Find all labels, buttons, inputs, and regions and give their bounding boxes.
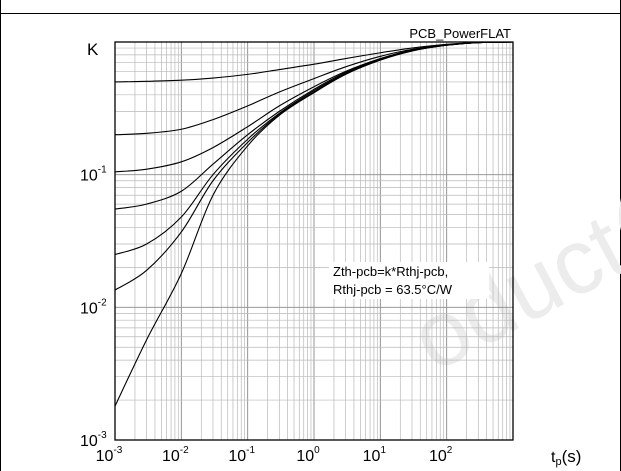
x-tick-labels: 10-3 10-2 10-1 100 101 102 bbox=[96, 445, 453, 465]
y-tick-label: 10-2 bbox=[80, 297, 107, 317]
chart-title: PCB_PowerFLAT bbox=[409, 26, 511, 41]
y-axis-label: K bbox=[87, 40, 99, 59]
annotation-line-1: Zth-pcb=k*Rthj-pcb, bbox=[333, 264, 448, 279]
plot-frame bbox=[114, 41, 514, 441]
x-tick-label: 100 bbox=[296, 445, 320, 465]
y-tick-label: 10-1 bbox=[80, 165, 107, 185]
y-tick-labels: 10-3 10-2 10-1 bbox=[80, 165, 107, 450]
x-tick-label: 102 bbox=[429, 445, 453, 465]
chart-series bbox=[114, 41, 514, 407]
x-axis-label: tp(s) bbox=[551, 447, 581, 468]
chart-grid bbox=[114, 42, 513, 441]
annotation-background bbox=[329, 262, 489, 299]
figure-header-rule bbox=[0, 0, 621, 14]
series-line-7 bbox=[114, 41, 514, 407]
series-line-1 bbox=[114, 41, 514, 83]
plot-area-border bbox=[114, 41, 514, 441]
y-tick-label: 10-3 bbox=[80, 430, 107, 450]
x-tick-label: 10-3 bbox=[96, 445, 123, 465]
title-background bbox=[390, 27, 514, 41]
annotation-line-2: Rthj-pcb = 63.5°C/W bbox=[333, 282, 453, 297]
x-tick-label: 10-2 bbox=[162, 445, 189, 465]
x-tick-label: 101 bbox=[363, 445, 387, 465]
x-tick-label: 10-1 bbox=[228, 445, 255, 465]
